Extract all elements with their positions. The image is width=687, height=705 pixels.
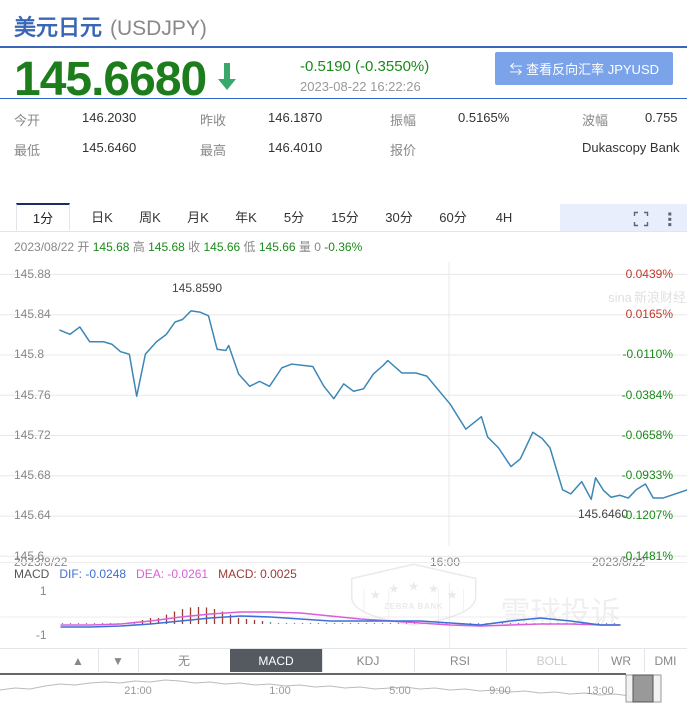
svg-text:21:00: 21:00: [124, 685, 152, 697]
svg-text:★: ★: [428, 582, 439, 596]
svg-text:新浪财经: 新浪财经: [634, 290, 686, 305]
svg-text:sina: sina: [608, 290, 633, 305]
svg-text:1: 1: [40, 584, 47, 598]
svg-text:145.8590: 145.8590: [172, 281, 222, 295]
svg-text:★: ★: [388, 582, 399, 596]
svg-text:★: ★: [408, 579, 419, 593]
svg-text:1:00: 1:00: [269, 685, 290, 697]
svg-text:★: ★: [370, 588, 381, 602]
svg-text:ZEBRA BANK: ZEBRA BANK: [384, 602, 443, 611]
svg-text:9:00: 9:00: [489, 685, 510, 697]
svg-text:5:00: 5:00: [389, 685, 410, 697]
svg-text:-1: -1: [36, 628, 47, 642]
svg-text:★: ★: [447, 588, 458, 602]
svg-text:13:00: 13:00: [586, 685, 614, 697]
